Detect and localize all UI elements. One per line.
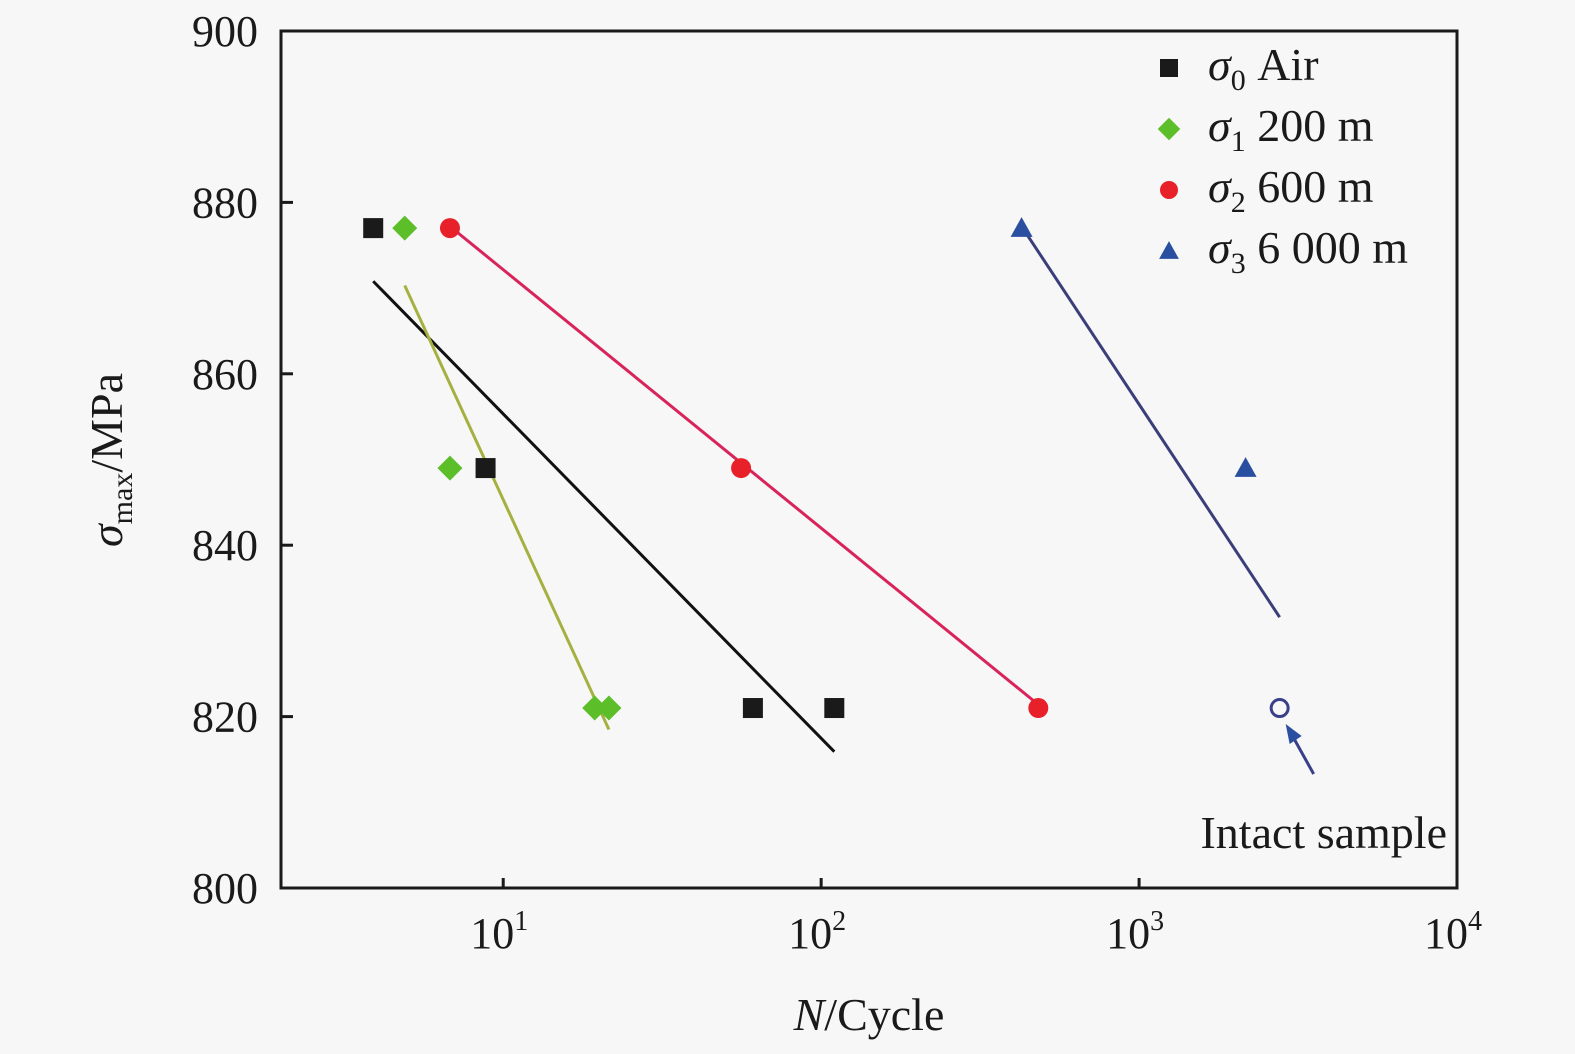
annotations: Intact sample [1200,698,1447,858]
y-tick-label-4: 880 [192,178,258,227]
x-tick-exponent: 4 [1468,906,1482,937]
x-axis-ticks: 101 102 103 104 [470,878,1482,958]
plot-frame [279,29,1459,890]
y-axis-label-symbol: σ [81,522,132,547]
fit-line-series-3 [1020,225,1281,619]
x-tick-exponent: 3 [1150,906,1164,937]
x-tick-label-2: 103 [1106,906,1164,958]
data-point-series-0-1 [475,458,496,479]
data-point-series-1-3 [596,695,622,721]
legend-symbol: σ [1208,100,1233,151]
fit-line-series-0 [372,280,836,753]
legend-text: 6 000 m [1246,222,1409,273]
data-point-series-2-0 [439,218,460,239]
data-point-series-0-3 [824,698,845,719]
annotation-arrow-head-0 [1285,724,1302,745]
legend-text: 600 m [1246,161,1374,212]
data-point-series-3-0 [1010,217,1033,237]
legend-label-2: σ2 600 m [1208,161,1374,219]
legend-symbol: σ [1208,161,1233,212]
data-points [363,215,1257,721]
x-axis-label-unit: /Cycle [824,989,944,1040]
x-tick-base: 10 [788,909,832,958]
y-axis-label: σmax/MPa [81,373,139,547]
legend-marker-3 [1159,241,1179,259]
x-tick-base: 10 [470,909,514,958]
x-tick-exponent: 2 [832,906,846,937]
annotation-marker-0 [1269,698,1290,719]
x-tick-base: 10 [1424,909,1468,958]
y-axis-ticks: 800 820 840 860 880 900 [192,7,293,913]
y-tick-label-3: 860 [192,350,258,399]
data-point-series-1-1 [437,455,463,481]
legend-text: Air [1246,39,1319,90]
legend-symbol: σ [1208,222,1233,273]
y-axis-label-sub: max [106,473,139,525]
legend-subscript: 2 [1231,186,1246,219]
legend-label-3: σ3 6 000 m [1208,222,1408,280]
legend-symbol: σ [1208,39,1233,90]
legend-marker-1 [1157,117,1181,141]
data-point-series-3-1 [1234,457,1257,477]
x-tick-label-0: 101 [470,906,528,958]
data-point-series-0-0 [363,218,384,239]
data-point-series-1-0 [392,215,418,241]
annotation-arrow-shaft-0 [1292,737,1315,775]
data-point-series-2-1 [731,458,752,479]
y-tick-label-1: 820 [192,693,258,742]
legend-subscript: 3 [1231,247,1246,280]
y-axis-label-unit: /MPa [81,373,132,473]
y-tick-label-0: 800 [192,864,258,913]
x-tick-base: 10 [1106,909,1150,958]
y-tick-label-5: 900 [192,7,258,56]
x-tick-label-1: 102 [788,906,846,958]
data-point-series-2-2 [1028,698,1049,719]
fit-line-series-1 [403,284,611,731]
legend-text: 200 m [1246,100,1374,151]
legend-label-1: σ1 200 m [1208,100,1374,158]
legend-subscript: 0 [1231,64,1246,97]
legend-label-0: σ0 Air [1208,39,1319,97]
data-point-series-0-2 [742,698,763,719]
y-tick-label-2: 840 [192,521,258,570]
data-point-series-1-2 [582,695,608,721]
x-tick-exponent: 1 [514,906,528,937]
legend-marker-2 [1160,181,1178,199]
annotation-label-0: Intact sample [1200,807,1447,858]
legend-subscript: 1 [1231,125,1246,158]
x-axis-label: N/Cycle [793,989,945,1040]
legend-marker-0 [1160,59,1178,77]
x-tick-label-3: 104 [1424,906,1482,958]
x-axis-label-var: N [793,989,827,1040]
